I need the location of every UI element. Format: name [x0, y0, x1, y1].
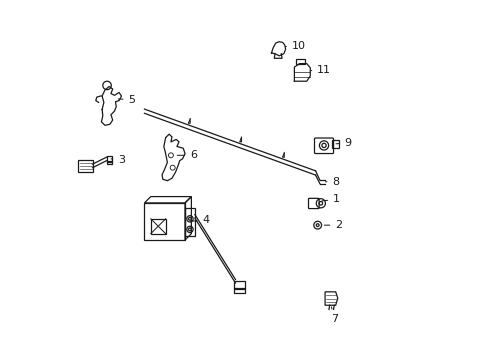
- Bar: [234, 288, 245, 293]
- Bar: [296, 59, 305, 64]
- Text: 11: 11: [311, 65, 331, 75]
- Bar: [107, 161, 112, 164]
- Text: 4: 4: [191, 215, 210, 225]
- Text: 3: 3: [111, 154, 125, 165]
- Bar: [107, 156, 112, 162]
- Text: 8: 8: [325, 177, 340, 187]
- Bar: [333, 140, 339, 148]
- Bar: [151, 219, 166, 234]
- Text: 2: 2: [324, 220, 343, 230]
- Text: 5: 5: [118, 95, 136, 104]
- Bar: [145, 203, 185, 240]
- Bar: [185, 207, 195, 236]
- Text: 7: 7: [331, 307, 339, 324]
- Text: 9: 9: [336, 138, 352, 148]
- Text: 10: 10: [286, 41, 306, 51]
- Bar: [234, 281, 245, 289]
- Text: 6: 6: [177, 150, 197, 160]
- Text: 1: 1: [322, 194, 340, 204]
